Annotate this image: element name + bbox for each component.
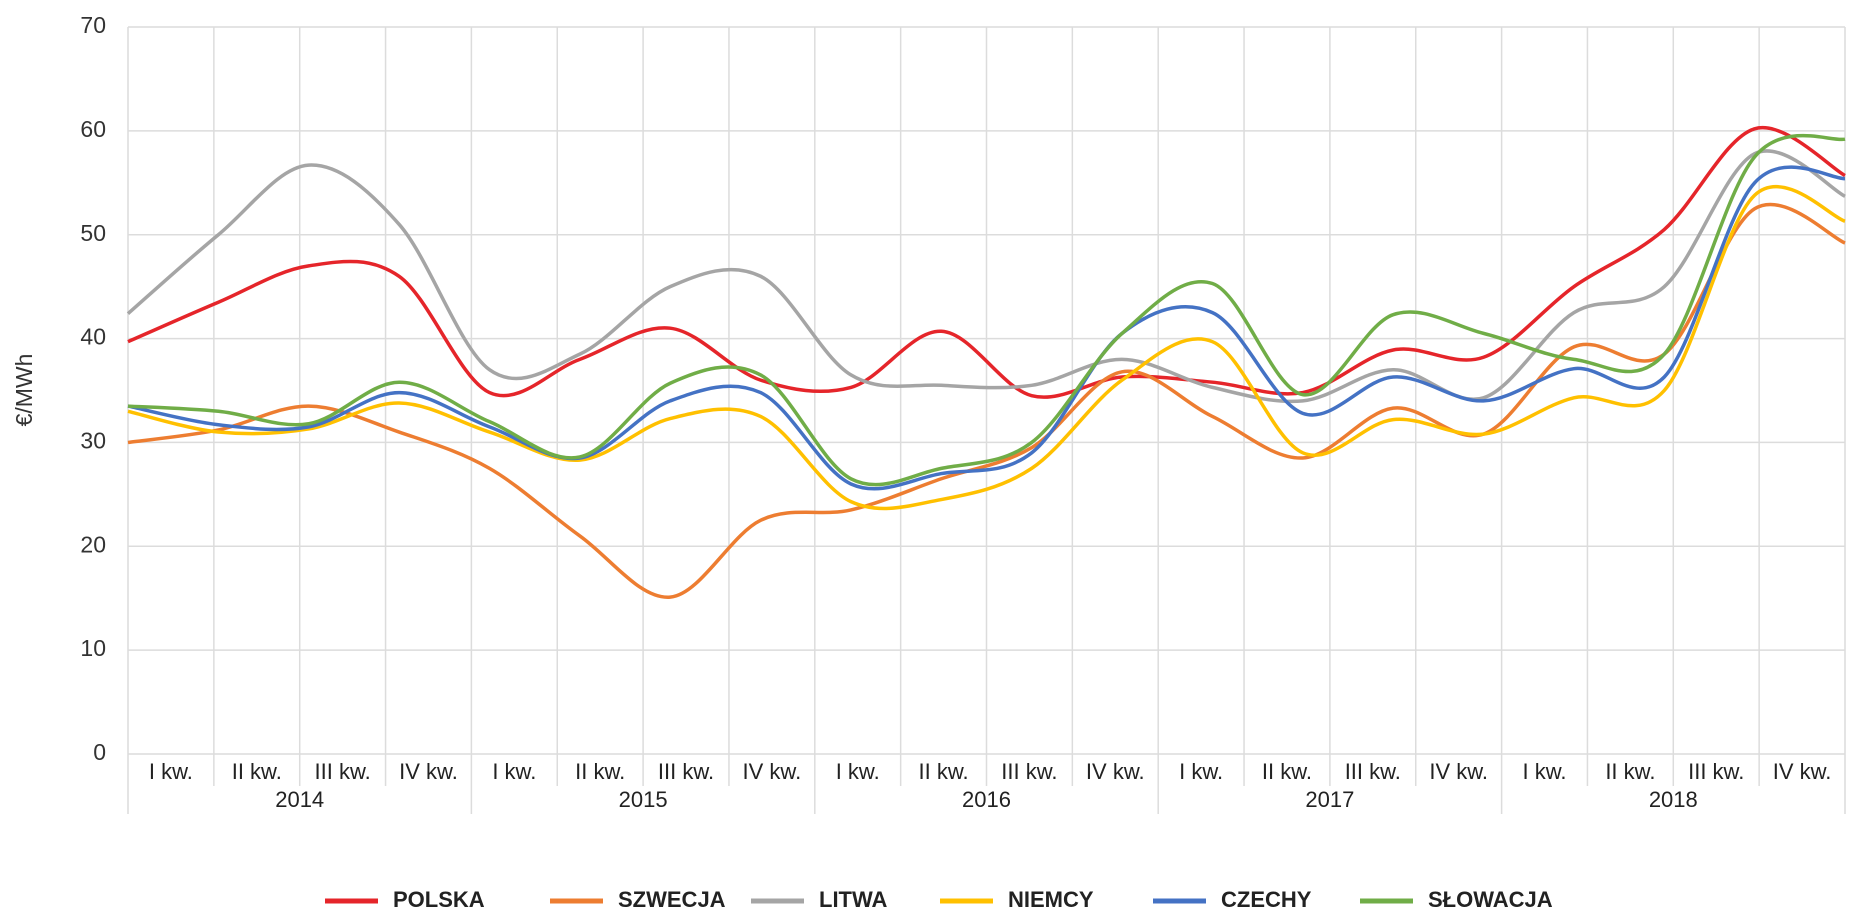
x-tick-label: I kw.	[149, 759, 193, 784]
legend-label: SŁOWACJA	[1428, 887, 1553, 912]
series-line	[127, 202, 1846, 599]
x-tick-label: III kw.	[658, 759, 714, 784]
x-group-label: 2014	[275, 787, 324, 812]
series-line	[127, 125, 1846, 399]
y-tick-label: 10	[80, 635, 106, 661]
legend-label: NIEMCY	[1008, 887, 1094, 912]
x-tick-label: III kw.	[1001, 759, 1057, 784]
x-tick-label: III kw.	[1345, 759, 1401, 784]
x-tick-label: II kw.	[1262, 759, 1312, 784]
x-tick-label: III kw.	[315, 759, 371, 784]
x-group-label: 2016	[962, 787, 1011, 812]
x-tick-label: II kw.	[1605, 759, 1655, 784]
x-tick-label: II kw.	[232, 759, 282, 784]
x-group-label: 2018	[1649, 787, 1698, 812]
x-tick-label: IV kw.	[1086, 759, 1145, 784]
x-tick-label: I kw.	[1523, 759, 1567, 784]
x-group-label: 2017	[1305, 787, 1354, 812]
x-tick-label: IV kw.	[1773, 759, 1832, 784]
y-tick-label: 50	[80, 220, 106, 246]
legend-label: LITWA	[819, 887, 888, 912]
x-tick-label: I kw.	[836, 759, 880, 784]
x-tick-label: IV kw.	[399, 759, 458, 784]
legend-label: CZECHY	[1221, 887, 1312, 912]
legend-label: SZWECJA	[618, 887, 726, 912]
x-tick-label: II kw.	[575, 759, 625, 784]
legend-label: POLSKA	[393, 887, 485, 912]
y-tick-label: 0	[93, 739, 106, 765]
x-group-label: 2015	[619, 787, 668, 812]
x-tick-label: IV kw.	[1429, 759, 1488, 784]
series-line	[127, 165, 1846, 491]
x-tick-label: I kw.	[1179, 759, 1223, 784]
y-tick-label: 30	[80, 428, 106, 454]
x-tick-label: III kw.	[1688, 759, 1744, 784]
y-tick-label: 70	[80, 12, 106, 38]
y-tick-label: 40	[80, 324, 106, 350]
series-line	[127, 133, 1846, 487]
y-tick-label: 20	[80, 531, 106, 557]
series-line	[126, 149, 1846, 404]
series-line	[127, 185, 1846, 511]
y-tick-label: 60	[80, 116, 106, 142]
y-axis-label: €/MWh	[11, 354, 37, 427]
x-tick-label: I kw.	[492, 759, 536, 784]
x-tick-label: II kw.	[919, 759, 969, 784]
x-tick-label: IV kw.	[743, 759, 802, 784]
